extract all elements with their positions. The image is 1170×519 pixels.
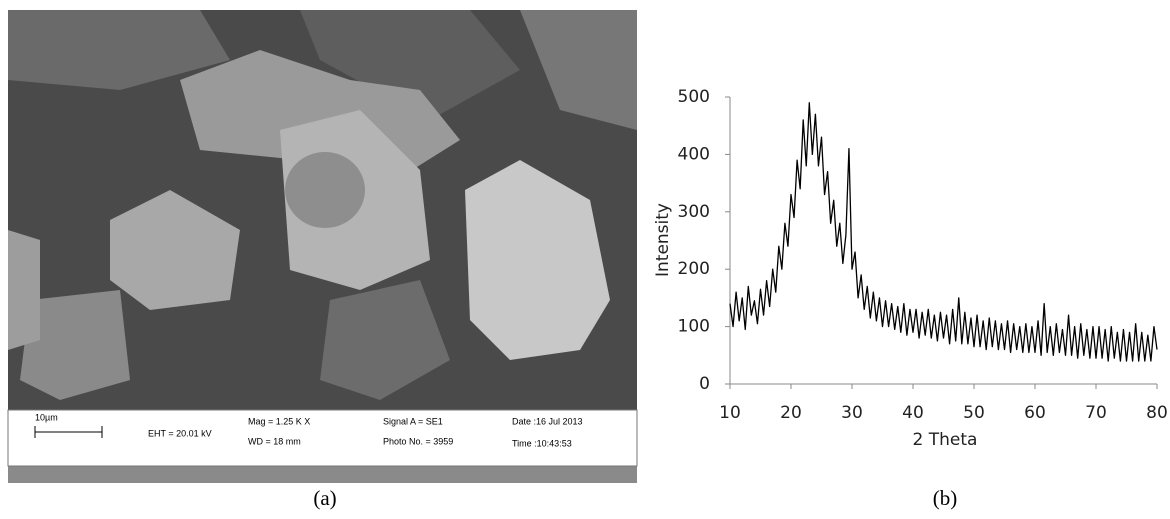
x-tick-label: 20 (780, 403, 802, 423)
y-tick-label: 300 (678, 202, 710, 222)
photo-no: Photo No. = 3959 (383, 436, 453, 446)
x-tick-label: 10 (719, 403, 741, 423)
sem-image: 10µm EHT = 20.01 kV Mag = 1.25 K X WD = … (8, 10, 637, 483)
eht: EHT = 20.01 kV (148, 428, 212, 438)
time: Time :10:43:53 (512, 438, 572, 448)
wd: WD = 18 mm (248, 436, 301, 446)
x-tick-label: 50 (963, 403, 985, 423)
date: Date :16 Jul 2013 (512, 416, 583, 426)
x-tick-label: 70 (1085, 403, 1107, 423)
y-tick-label: 0 (699, 374, 710, 394)
y-tick-label: 200 (678, 259, 710, 279)
x-tick-label: 40 (902, 403, 924, 423)
y-tick-label: 500 (678, 87, 710, 107)
y-axis-label: Intensity (653, 203, 673, 277)
y-tick-label: 400 (678, 144, 710, 164)
data-line (730, 103, 1157, 361)
x-axis-label: 2 Theta (913, 430, 978, 450)
scale-bar-label: 10µm (35, 412, 58, 422)
x-tick-label: 30 (841, 403, 863, 423)
x-tick-label: 60 (1024, 403, 1046, 423)
x-tick-label: 80 (1146, 403, 1168, 423)
caption-b: (b) (933, 486, 958, 510)
y-tick-label: 100 (678, 317, 710, 337)
mag: Mag = 1.25 K X (248, 416, 310, 426)
caption-a: (a) (313, 486, 336, 510)
figure: 10µm EHT = 20.01 kV Mag = 1.25 K X WD = … (0, 0, 1170, 519)
signal: Signal A = SE1 (383, 416, 443, 426)
